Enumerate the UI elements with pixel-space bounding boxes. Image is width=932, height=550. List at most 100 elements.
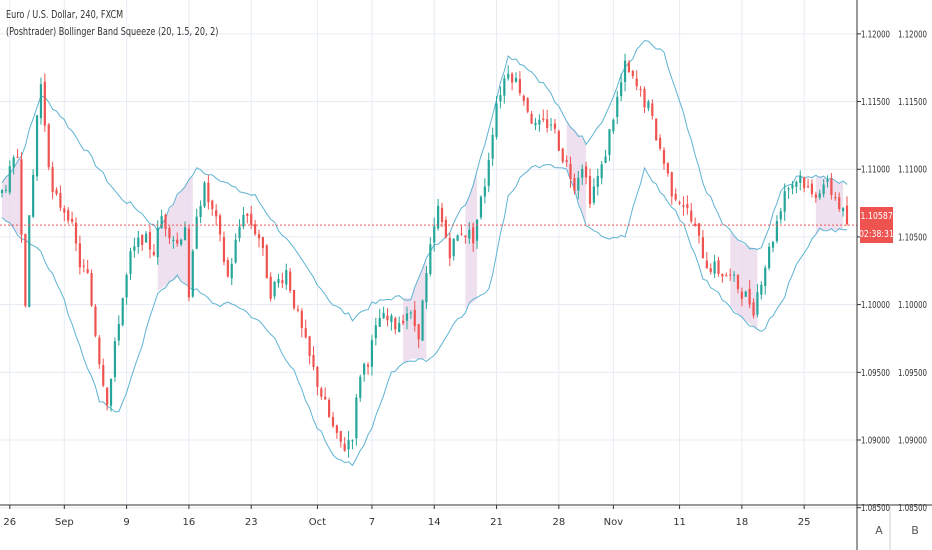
candle-body	[144, 233, 148, 243]
candle-body	[176, 239, 179, 244]
candle-body	[491, 134, 494, 159]
candle-body	[791, 184, 794, 189]
candle-body	[82, 265, 85, 267]
candle-body	[39, 84, 43, 119]
candle-body	[732, 274, 736, 276]
candle-body	[429, 244, 432, 274]
candle-body	[335, 425, 338, 433]
candle-body	[631, 70, 634, 77]
candle-body	[460, 233, 463, 235]
candle-body	[324, 396, 327, 400]
candle-body	[803, 177, 806, 189]
candle-body	[670, 172, 673, 197]
candle-body	[308, 336, 311, 356]
candle-body	[701, 237, 705, 259]
candle-body	[421, 300, 424, 341]
candle-body	[842, 208, 845, 212]
candle-body	[623, 60, 627, 83]
candle-body	[666, 163, 669, 174]
upper-band-line	[1, 40, 848, 322]
price-tick-label-right: 1.09000	[898, 436, 927, 447]
symbol-title[interactable]: Euro / U.S. Dollar, 240, FXCM	[6, 8, 124, 21]
candle-body	[585, 166, 588, 178]
candle-body	[748, 288, 751, 305]
price-tick-label: 1.10000	[861, 300, 890, 311]
candle-body	[304, 328, 307, 338]
candle-body	[405, 313, 409, 321]
candle-body	[838, 197, 841, 210]
candle-body	[756, 292, 759, 315]
squeeze-zones	[2, 121, 844, 365]
candle-body	[215, 210, 218, 217]
price-tick-label: 1.09000	[861, 436, 890, 447]
candle-body	[187, 228, 191, 298]
candle-body	[806, 186, 810, 188]
candle-body	[94, 306, 97, 336]
candle-body	[530, 113, 533, 124]
candle-body	[557, 131, 560, 151]
candle-body	[35, 115, 39, 177]
candle-body	[433, 226, 436, 243]
candle-body	[581, 168, 584, 178]
candle-body	[172, 240, 175, 242]
base-scale-button[interactable]: B	[911, 523, 919, 537]
candle-body	[285, 270, 288, 285]
candle-body	[203, 182, 206, 207]
candle-body	[113, 341, 117, 378]
candle-body	[764, 267, 767, 287]
candle-body	[425, 273, 428, 303]
candle-body	[250, 213, 253, 225]
time-tick-label: Nov	[604, 517, 624, 528]
candle-body	[47, 124, 50, 168]
candle-body	[643, 88, 646, 108]
candle-body	[487, 159, 490, 186]
candle-body	[479, 196, 483, 218]
candle-body	[713, 261, 716, 274]
candle-body	[98, 337, 101, 365]
candle-body	[374, 325, 377, 339]
candle-body	[740, 291, 743, 299]
candle-body	[394, 318, 397, 330]
candle-body	[783, 191, 786, 212]
chart-legend: Euro / U.S. Dollar, 240, FXCM (Poshtrade…	[6, 6, 218, 40]
candle-body	[191, 251, 194, 297]
candle-body	[538, 119, 541, 125]
candle-body	[721, 273, 724, 277]
candle-body	[363, 363, 366, 375]
candle-body	[440, 207, 444, 223]
auto-scale-button[interactable]: A	[875, 523, 883, 537]
candle-body	[464, 235, 467, 238]
candle-body	[608, 129, 611, 155]
indicator-title[interactable]: (Poshtrader) Bollinger Band Squeeze (20,…	[6, 25, 219, 38]
candle-body	[0, 190, 4, 194]
candle-body	[351, 440, 354, 442]
candle-body	[592, 186, 595, 203]
candle-body	[417, 324, 420, 340]
candle-body	[238, 226, 241, 238]
price-tick-label-right: 1.11000	[898, 165, 927, 176]
candle-body	[67, 210, 70, 221]
candle-body	[261, 237, 264, 248]
candle-body	[70, 218, 74, 222]
candle-body	[320, 388, 323, 397]
candle-body	[522, 95, 525, 101]
candle-body	[265, 245, 268, 279]
candle-body	[281, 280, 284, 284]
candle-body	[514, 77, 518, 82]
candle-body	[795, 181, 798, 187]
candle-body	[24, 233, 27, 306]
candle-body	[822, 184, 825, 195]
time-tick-label: 9	[123, 517, 129, 528]
candle-body	[768, 246, 771, 269]
candle-body	[604, 156, 607, 163]
time-tick-label: 18	[735, 517, 748, 528]
candle-body	[4, 189, 7, 191]
squeeze-zone	[465, 169, 478, 311]
candle-body	[814, 194, 817, 198]
price-tick-label: 1.09500	[861, 368, 890, 379]
candle-body	[452, 238, 455, 257]
candle-body	[709, 268, 712, 272]
price-tick-label-right: 1.08500	[898, 503, 927, 514]
